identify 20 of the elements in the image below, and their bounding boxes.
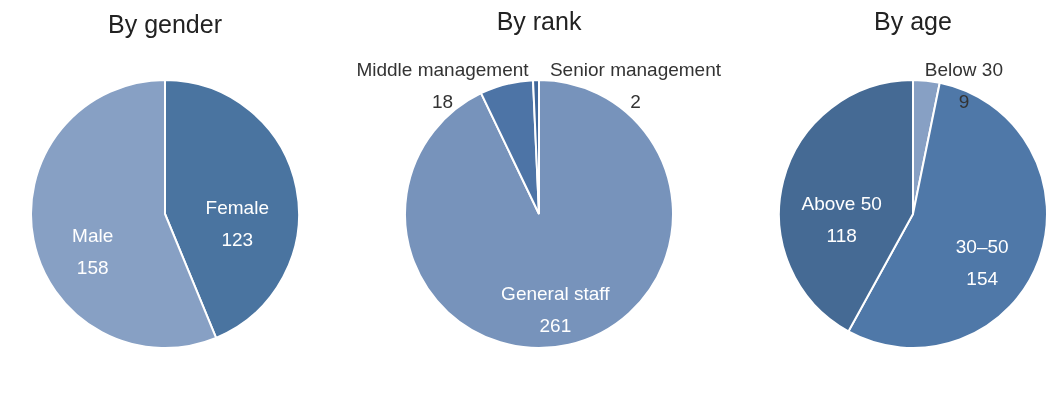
slice-label: Middle management bbox=[356, 59, 530, 80]
data-label: 18 bbox=[431, 91, 454, 112]
data-label: 9 bbox=[958, 91, 970, 112]
chart-title: By gender bbox=[108, 10, 222, 38]
slice-label: 30–50 bbox=[955, 236, 1009, 258]
data-label: 118 bbox=[826, 224, 857, 246]
data-label: 158 bbox=[76, 257, 109, 279]
data-label: 2 bbox=[630, 91, 641, 112]
slice-label: Female bbox=[205, 196, 269, 218]
data-label: 123 bbox=[221, 228, 254, 250]
chart-title: By age bbox=[874, 7, 952, 35]
slice-label: Senior management bbox=[549, 59, 722, 80]
slice-label: General staff bbox=[501, 282, 611, 304]
data-label: 154 bbox=[966, 268, 999, 290]
data-label: 261 bbox=[539, 314, 572, 336]
slice-label: Male bbox=[72, 225, 114, 247]
chart-title: By rank bbox=[496, 7, 582, 35]
pie-slice bbox=[404, 79, 674, 349]
slice-label: Below 30 bbox=[924, 59, 1004, 80]
slice-label: Above 50 bbox=[801, 192, 882, 214]
